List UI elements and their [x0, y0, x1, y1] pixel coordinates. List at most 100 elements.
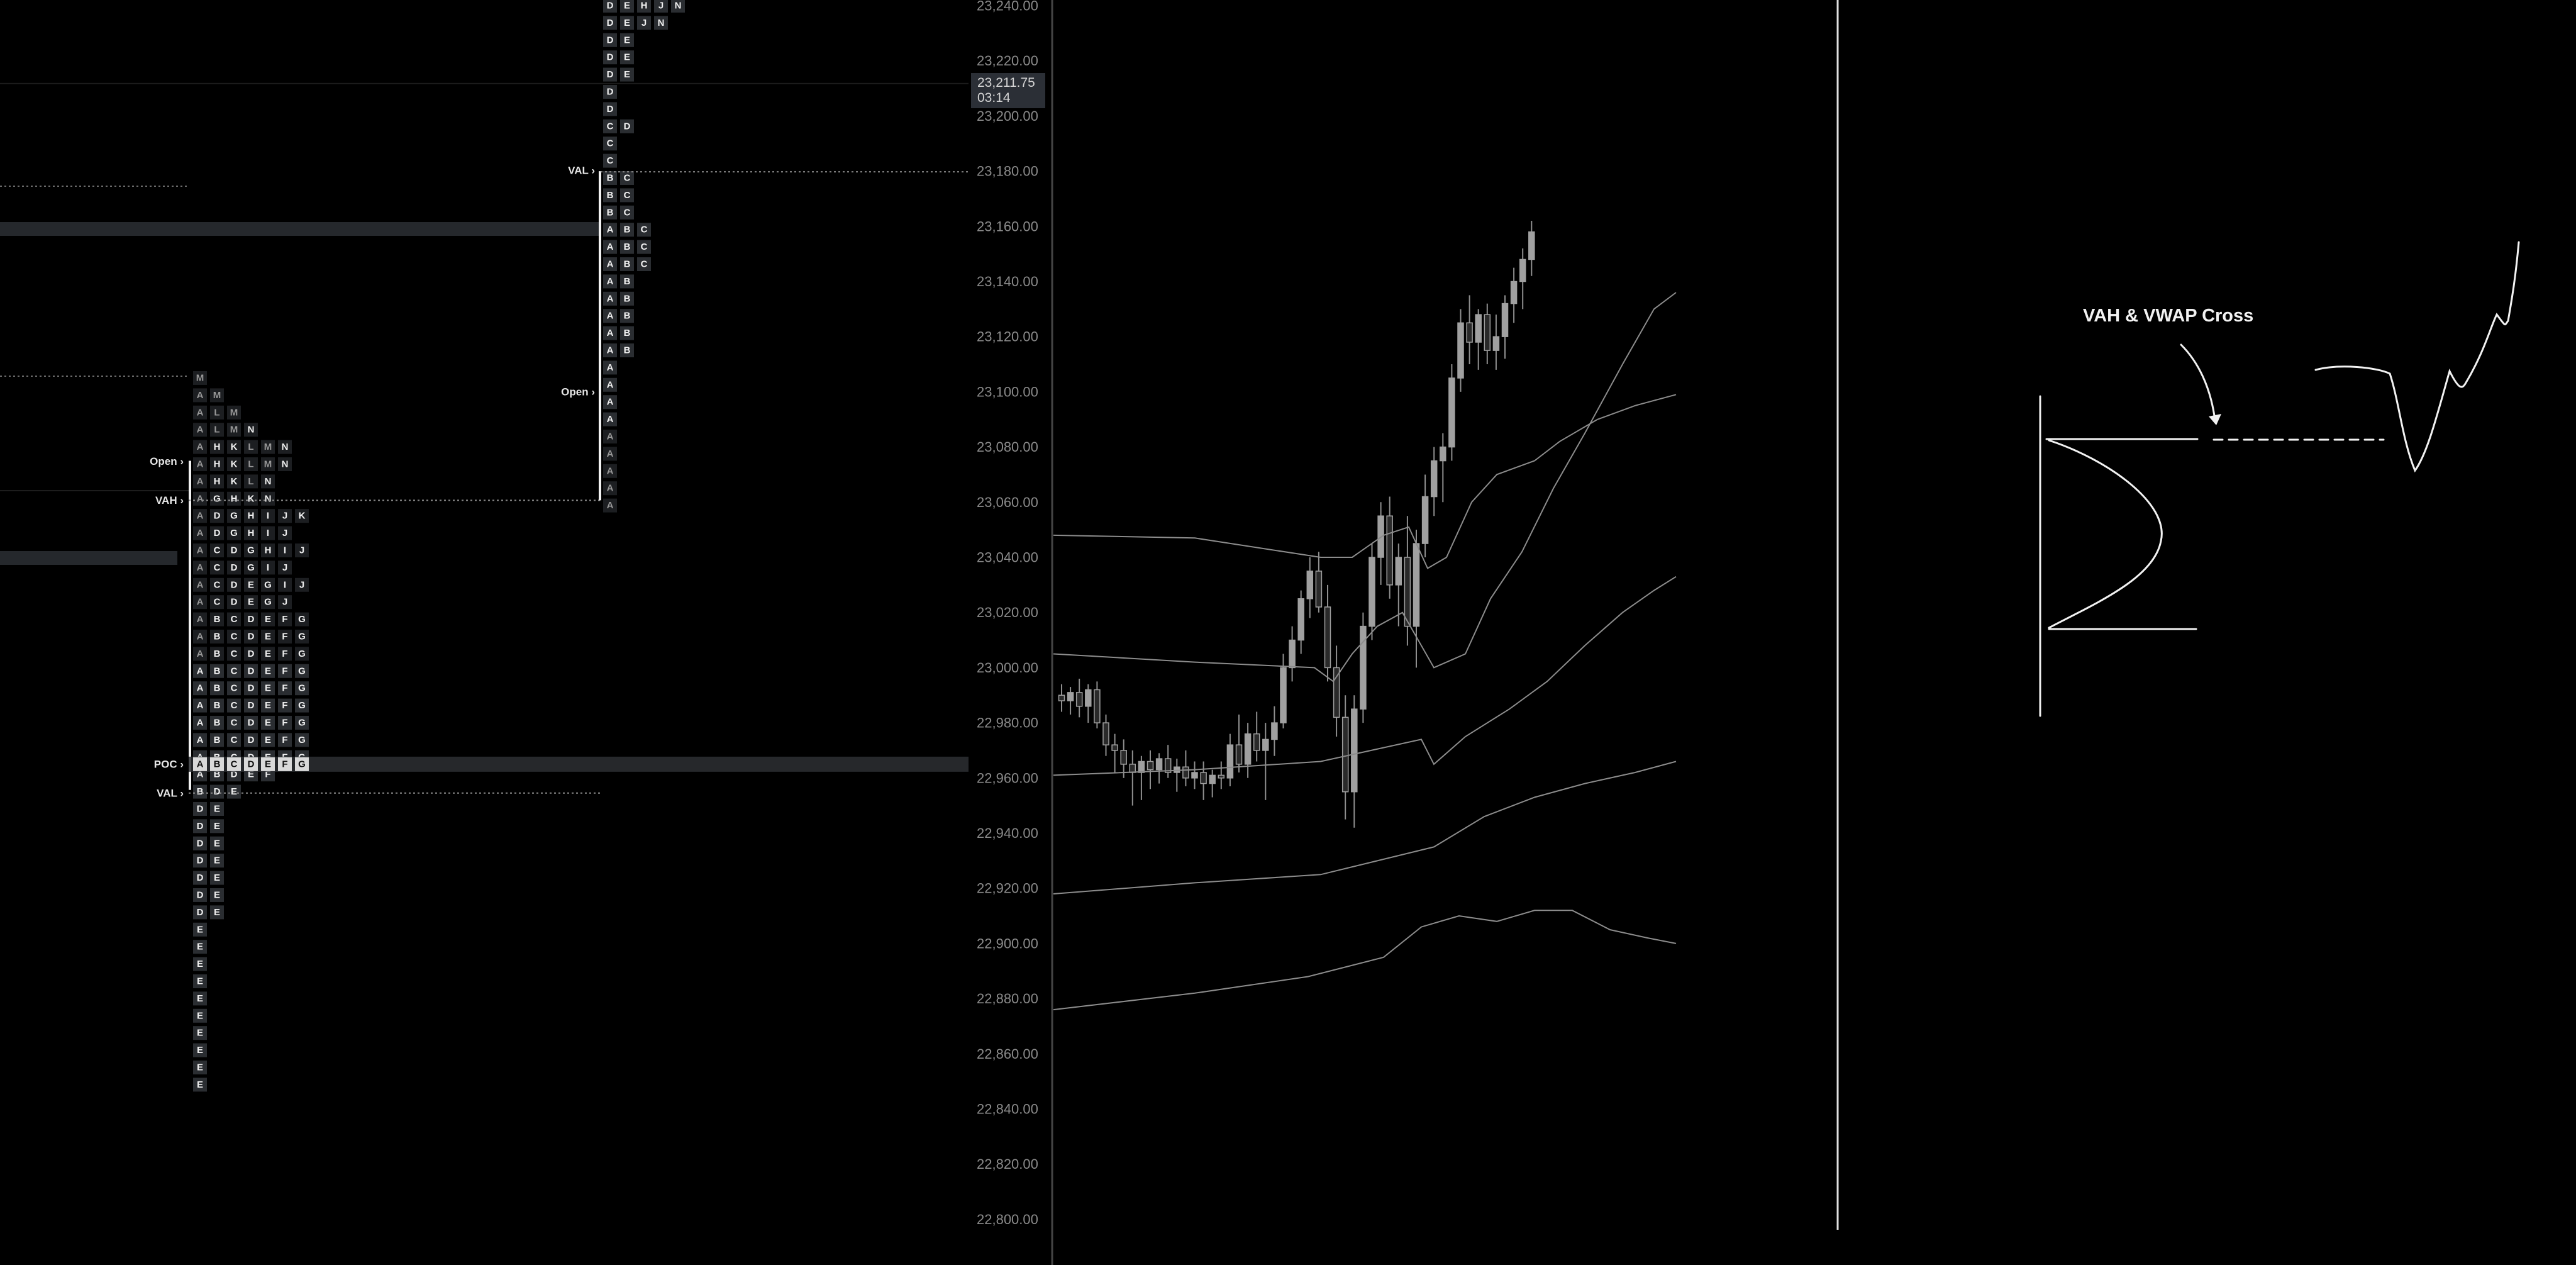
- tpo-letter: D: [197, 821, 204, 832]
- tpo-letter: B: [607, 190, 614, 201]
- tpo-cell: [603, 309, 617, 323]
- tpo-letter: D: [231, 579, 238, 590]
- tpo-letter: N: [675, 1, 682, 11]
- tpo-cell: [620, 119, 634, 133]
- tpo-letter: G: [230, 528, 238, 538]
- tpo-cell: [193, 905, 207, 920]
- tpo-cell: [620, 343, 634, 357]
- tpo-letter: B: [624, 259, 631, 270]
- tpo-letter: H: [231, 493, 238, 504]
- candle-body: [1209, 774, 1216, 784]
- tpo-letter: B: [214, 683, 221, 694]
- tpo-letter: E: [248, 597, 254, 608]
- tpo-letter: A: [197, 528, 204, 538]
- profile-curve-sketch: [2048, 439, 2163, 629]
- tpo-cell: [193, 681, 207, 696]
- price-tick-label: 22,980.00: [977, 715, 1038, 731]
- vwap-band-line: [1053, 576, 1677, 776]
- tpo-cell: [620, 33, 634, 47]
- tpo-letter: C: [624, 190, 631, 201]
- tpo-cell: [193, 457, 207, 471]
- tpo-letter: A: [607, 311, 614, 321]
- tpo-cell: [210, 871, 224, 885]
- tpo-cell: [278, 612, 292, 627]
- tpo-cell: [227, 612, 241, 627]
- tpo-letter: G: [298, 649, 306, 659]
- candle-body: [1475, 314, 1482, 343]
- tpo-letter: B: [607, 207, 614, 218]
- candle-body: [1058, 694, 1065, 701]
- tpo-letter: A: [197, 579, 204, 590]
- tpo-letter: A: [607, 379, 614, 390]
- tpo-letter: M: [264, 442, 272, 452]
- annotation-arrow-shaft: [2180, 343, 2216, 421]
- tpo-letter: E: [265, 666, 271, 676]
- tpo-letter: H: [214, 442, 221, 452]
- tpo-letter: B: [624, 225, 631, 235]
- tpo-letter: C: [214, 597, 221, 608]
- tpo-cell: [210, 836, 224, 850]
- tpo-letter: L: [248, 476, 253, 487]
- tpo-cell: [210, 577, 224, 592]
- tpo-letter: A: [197, 769, 204, 780]
- tpo-cell: [193, 871, 207, 885]
- candle-body: [1395, 557, 1402, 586]
- tpo-letter: E: [265, 700, 271, 711]
- tpo-cell: [193, 836, 207, 850]
- price-tick-label: 23,160.00: [977, 218, 1038, 234]
- open-label: Open ›: [561, 386, 595, 398]
- vwap-band-line: [1053, 292, 1677, 683]
- tpo-letter: D: [214, 511, 221, 521]
- candle-body: [1262, 738, 1269, 751]
- tpo-letter: C: [214, 579, 221, 590]
- tpo-cell: [603, 119, 617, 133]
- tpo-cell: [261, 457, 275, 471]
- tpo-letter: A: [197, 407, 204, 418]
- tpo-letter: A: [607, 225, 614, 235]
- price-tick-label: 23,240.00: [977, 0, 1038, 14]
- tpo-letter: K: [231, 442, 238, 452]
- candle-body: [1440, 446, 1446, 462]
- tpo-cell: [295, 612, 309, 627]
- tpo-cell: [603, 498, 617, 513]
- tpo-cell: [227, 491, 241, 506]
- price-tick-label: 23,180.00: [977, 164, 1038, 179]
- tpo-cell: [193, 664, 207, 678]
- tpo-letter: D: [231, 769, 238, 780]
- tpo-letter: E: [624, 52, 630, 63]
- tpo-letter: C: [231, 759, 238, 769]
- tpo-letter: E: [265, 649, 271, 659]
- tpo-letter: J: [282, 597, 287, 608]
- candle-body: [1155, 758, 1163, 771]
- tpo-letter: D: [607, 18, 614, 28]
- tpo-cell: [193, 405, 207, 420]
- tpo-letter: E: [197, 942, 203, 952]
- tpo-letter: I: [267, 511, 269, 521]
- price-tick-label: 23,080.00: [977, 439, 1038, 455]
- tpo-letter: J: [282, 528, 287, 538]
- tpo-cell: [244, 733, 258, 747]
- tpo-letter: C: [607, 155, 614, 166]
- tpo-letter: G: [298, 631, 306, 642]
- tpo-letter: H: [248, 528, 255, 538]
- tpo-letter: C: [607, 121, 614, 131]
- tpo-cell: [603, 102, 617, 116]
- tpo-letter: E: [197, 993, 203, 1004]
- tpo-cell: [244, 560, 258, 575]
- tpo-cell: [227, 405, 241, 420]
- tpo-cell: [210, 715, 224, 730]
- candle-body: [1430, 460, 1438, 498]
- tpo-cell: [261, 681, 275, 696]
- tpo-letter: D: [248, 649, 255, 659]
- tpo-letter: E: [265, 759, 271, 769]
- tpo-letter: A: [197, 700, 204, 711]
- tpo-cell: [637, 257, 651, 271]
- tpo-cell: [193, 1078, 207, 1092]
- tpo-cell: [227, 577, 241, 592]
- tpo-letter: D: [197, 872, 204, 883]
- candle-body: [1457, 322, 1464, 379]
